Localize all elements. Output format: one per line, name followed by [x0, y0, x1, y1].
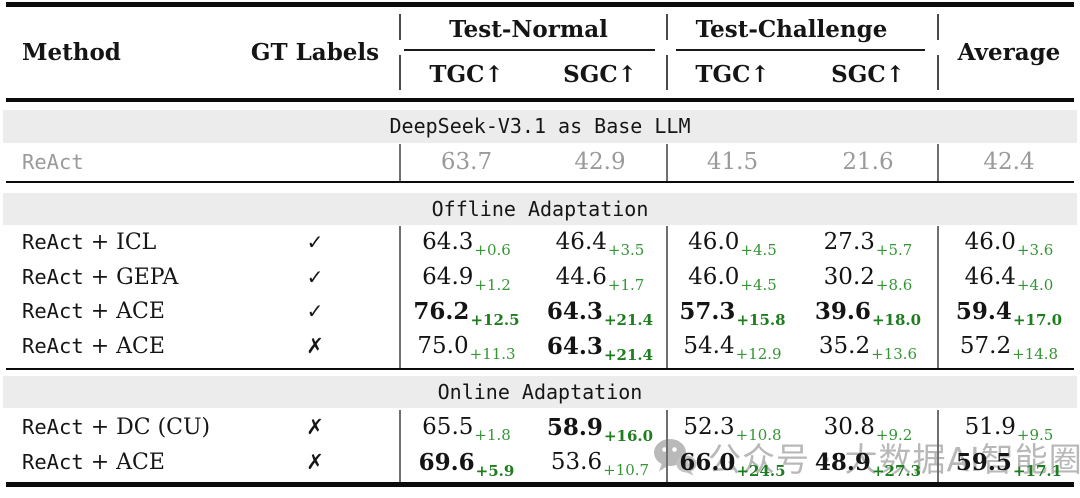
metric-cell: 75.0+11.3 [417, 333, 516, 363]
top-rule [6, 2, 1074, 7]
method-cell: ReAct + GEPA [22, 265, 179, 290]
gt-label-cell: ✗ [306, 450, 324, 474]
column-separator [937, 14, 939, 40]
gt-label-cell: ✓ [306, 299, 324, 323]
metric-cell: 64.3+21.4 [546, 298, 654, 329]
metric-cell: 64.3+0.6 [422, 229, 511, 259]
metric-cell: 46.0+4.5 [688, 264, 777, 294]
table-row-react-gepa: ReAct + GEPA ✓ 64.9+1.2 44.6+1.7 46.0+4.… [0, 260, 1080, 295]
column-separator [666, 55, 668, 90]
metric-cell: 53.6+10.7 [550, 449, 650, 479]
mid-rule-2 [6, 368, 1074, 370]
gt-label-cell: ✓ [306, 265, 324, 289]
method-cell: ReAct [22, 150, 84, 174]
metric-cell: 69.6+5.9 [418, 449, 515, 480]
table-row-react-base: ReAct 63.7 42.9 41.5 21.6 42.4 [0, 144, 1080, 181]
gt-label-cell: ✗ [306, 415, 324, 439]
section-title: Offline Adaptation [431, 197, 649, 221]
col-header-tgc-normal: TGC↑ [429, 61, 504, 88]
column-separator [937, 226, 939, 368]
col-header-sgc-challenge: SGC↑ [831, 61, 905, 88]
metric-cell: 66.0+24.5 [679, 449, 786, 480]
column-separator [937, 144, 939, 181]
watermark-text: 公众号 · 大数据AI智能圈 [708, 440, 1080, 479]
column-separator [937, 410, 939, 482]
column-separator [399, 226, 401, 368]
column-separator [666, 410, 668, 482]
metric-cell: 27.3+5.7 [823, 229, 913, 259]
method-cell: ReAct + ACE [22, 334, 165, 359]
col-header-sgc-normal: SGC↑ [563, 61, 637, 88]
metric-cell: 41.5 [706, 149, 759, 175]
wechat-icon [654, 439, 697, 476]
mid-rule-1 [6, 181, 1074, 183]
metric-cell: 46.4+3.5 [555, 229, 645, 259]
table-row-react-ace-online: ReAct + ACE ✗ 69.6+5.9 53.6+10.7 66.0+24… [0, 445, 1080, 480]
section-header-base-llm: DeepSeek-V3.1 as Base LLM [3, 110, 1077, 143]
metric-cell: 51.9+9.5 [964, 414, 1054, 444]
metric-cell: 44.6+1.7 [555, 264, 645, 294]
column-separator [666, 144, 668, 181]
gt-label-cell: ✗ [306, 334, 324, 358]
metric-cell: 46.4+4.0 [964, 264, 1054, 294]
col-group-test-challenge: Test-Challenge [695, 16, 888, 43]
metric-cell: 63.7 [440, 149, 493, 175]
method-cell: ReAct + ICL [22, 230, 157, 255]
method-cell: ReAct + DC (CU) [22, 415, 211, 440]
metric-cell: 64.9+1.2 [422, 264, 511, 294]
table-row-react-dc-cu: ReAct + DC (CU) ✗ 65.5+1.8 58.9+16.0 52.… [0, 410, 1080, 445]
metric-cell: 76.2+12.5 [413, 298, 520, 329]
metric-cell: 59.5+17.1 [955, 449, 1063, 480]
column-separator [937, 55, 939, 90]
table-row-react-ace-gt: ReAct + ACE ✓ 76.2+12.5 64.3+21.4 57.3+1… [0, 294, 1080, 329]
column-separator [666, 14, 668, 40]
method-cell: ReAct + ACE [22, 450, 165, 475]
bottom-rule [6, 482, 1074, 487]
metric-cell: 57.3+15.8 [679, 298, 786, 329]
metric-cell: 57.2+14.8 [959, 333, 1059, 363]
method-cell: ReAct + ACE [22, 299, 165, 324]
table-header: Method GT Labels Test-Normal Test-Challe… [0, 7, 1080, 98]
section-title: Online Adaptation [437, 380, 643, 404]
metric-cell: 64.3+21.4 [546, 333, 654, 364]
column-separator [399, 55, 401, 90]
table-row-react-ace-nogt: ReAct + ACE ✗ 75.0+11.3 64.3+21.4 54.4+1… [0, 329, 1080, 364]
metric-cell: 42.4 [983, 149, 1035, 175]
col-header-average: Average [957, 39, 1061, 66]
metric-cell: 35.2+13.6 [818, 333, 918, 363]
column-separator [399, 14, 401, 40]
metric-cell: 21.6 [842, 149, 894, 175]
section-title: DeepSeek-V3.1 as Base LLM [389, 114, 691, 138]
metric-cell: 52.3+10.8 [683, 414, 782, 444]
metric-cell: 46.0+4.5 [688, 229, 777, 259]
metric-cell: 42.9 [574, 149, 626, 175]
metric-cell: 65.5+1.8 [422, 414, 511, 444]
column-separator [399, 410, 401, 482]
metric-cell: 39.6+18.0 [814, 298, 922, 329]
col-header-gt-labels: GT Labels [250, 39, 380, 66]
metric-cell: 54.4+12.9 [683, 333, 782, 363]
metric-cell: 30.8+9.2 [823, 414, 913, 444]
col-header-tgc-challenge: TGC↑ [695, 61, 770, 88]
col-group-test-normal: Test-Normal [449, 16, 608, 43]
section-header-online: Online Adaptation [3, 376, 1077, 408]
metric-cell: 59.4+17.0 [955, 298, 1063, 329]
metric-cell: 46.0+3.6 [964, 229, 1054, 259]
section-header-offline: Offline Adaptation [3, 193, 1077, 225]
metric-cell: 48.9+27.3 [814, 449, 922, 480]
metric-cell: 30.2+8.6 [823, 264, 913, 294]
metric-cell: 58.9+16.0 [546, 414, 654, 445]
column-separator [666, 226, 668, 368]
watermark: 公众号 · 大数据AI智能圈 [653, 433, 1080, 481]
header-rule [6, 98, 1074, 102]
table-row-react-icl: ReAct + ICL ✓ 64.3+0.6 46.4+3.5 46.0+4.5… [0, 225, 1080, 260]
gt-label-cell: ✓ [306, 230, 324, 254]
cmidrule-test-challenge [676, 49, 925, 51]
cmidrule-test-normal [404, 49, 655, 51]
column-separator [399, 144, 401, 181]
col-header-method: Method [22, 39, 121, 66]
